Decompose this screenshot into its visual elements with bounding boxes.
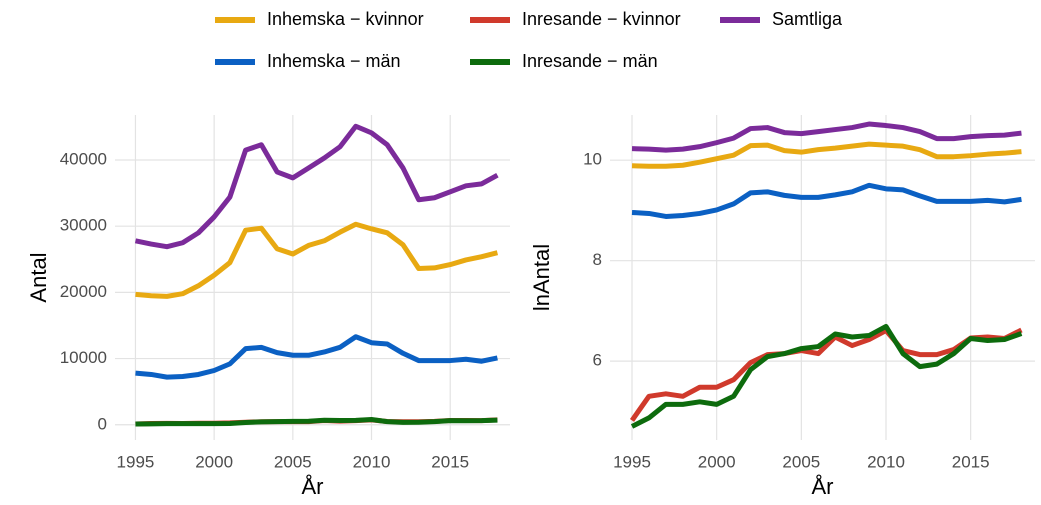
y-axis-title: lnAntal <box>529 244 554 311</box>
x-tick-label: 2000 <box>195 452 233 471</box>
x-axis-title: År <box>302 474 324 499</box>
x-tick-label: 1995 <box>613 452 651 471</box>
series-line <box>630 323 1023 429</box>
x-tick-label: 2010 <box>353 452 391 471</box>
series-line <box>135 221 499 299</box>
series-line <box>629 327 1023 422</box>
x-tick-label: 2015 <box>431 452 469 471</box>
legend-label: Samtliga <box>772 9 843 29</box>
series-line <box>135 416 498 427</box>
legend-label: Inhemska − män <box>267 51 401 71</box>
legend-label: Inresande − män <box>522 51 658 71</box>
series-line <box>631 182 1022 219</box>
x-tick-label: 2005 <box>782 452 820 471</box>
y-axis-title: Antal <box>26 252 51 302</box>
y-tick-label: 40000 <box>60 149 107 168</box>
y-tick-label: 0 <box>98 414 107 433</box>
y-tick-label: 10000 <box>60 348 107 367</box>
x-tick-label: 2015 <box>952 452 990 471</box>
series-line <box>134 123 499 250</box>
x-tick-label: 2005 <box>274 452 312 471</box>
x-tick-label: 1995 <box>117 452 155 471</box>
y-tick-label: 6 <box>593 351 602 370</box>
x-axis-title: År <box>812 474 834 499</box>
legend-label: Inresande − kvinnor <box>522 9 681 29</box>
legend-label: Inhemska − kvinnor <box>267 9 424 29</box>
y-tick-label: 8 <box>593 250 602 269</box>
series-line <box>631 121 1022 153</box>
x-tick-label: 2000 <box>698 452 736 471</box>
x-tick-label: 2010 <box>867 452 905 471</box>
y-tick-label: 10 <box>583 150 602 169</box>
y-tick-label: 30000 <box>60 216 107 235</box>
series-line <box>135 334 498 380</box>
series-line <box>631 141 1022 169</box>
y-tick-label: 20000 <box>60 282 107 301</box>
